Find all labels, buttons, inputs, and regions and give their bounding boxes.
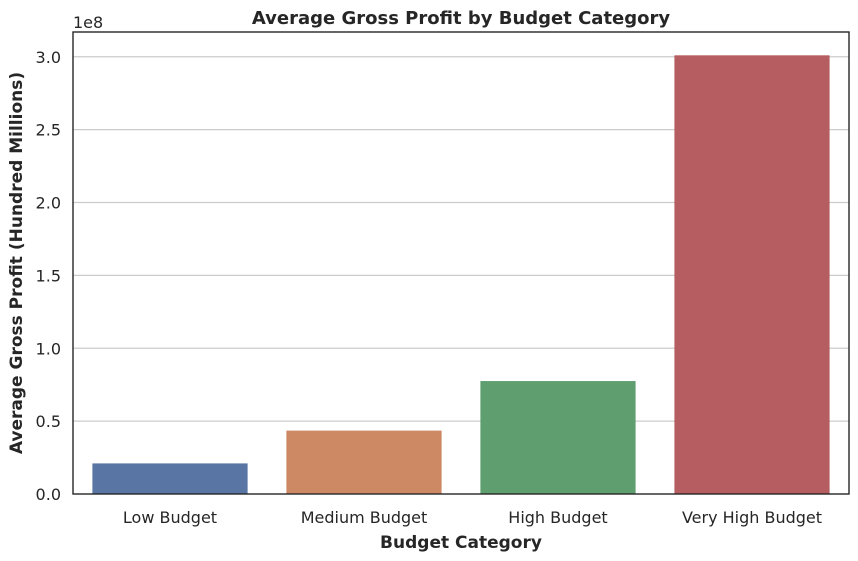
x-tick-label: Very High Budget [682,508,822,527]
y-axis-ticks: 0.0 0.5 1.0 1.5 2.0 2.5 3.0 [36,48,61,504]
bar [286,430,442,494]
chart-title: Average Gross Profit by Budget Category [252,8,671,29]
y-tick-label: 3.0 [36,48,61,67]
bars [92,55,830,495]
y-axis-label: Average Gross Profit (Hundred Millions) [7,72,27,454]
plot-frame [72,31,850,495]
x-axis-label: Budget Category [380,533,542,553]
y-tick-label: 0.0 [36,485,61,504]
x-axis-ticks: Low Budget Medium Budget High Budget Very H… [123,508,822,527]
x-tick-label: Medium Budget [301,508,428,527]
bar [92,463,248,494]
y-tick-label: 0.5 [36,412,61,431]
bar [480,381,636,494]
y-tick-label: 1.0 [36,339,61,358]
y-tick-label: 2.0 [36,194,61,213]
bar [674,55,830,495]
y-tick-label: 2.5 [36,121,61,140]
y-offset-label: 1e8 [73,13,103,32]
x-tick-label: High Budget [508,508,607,527]
x-tick-label: Low Budget [123,508,217,527]
y-tick-label: 1.5 [36,266,61,285]
